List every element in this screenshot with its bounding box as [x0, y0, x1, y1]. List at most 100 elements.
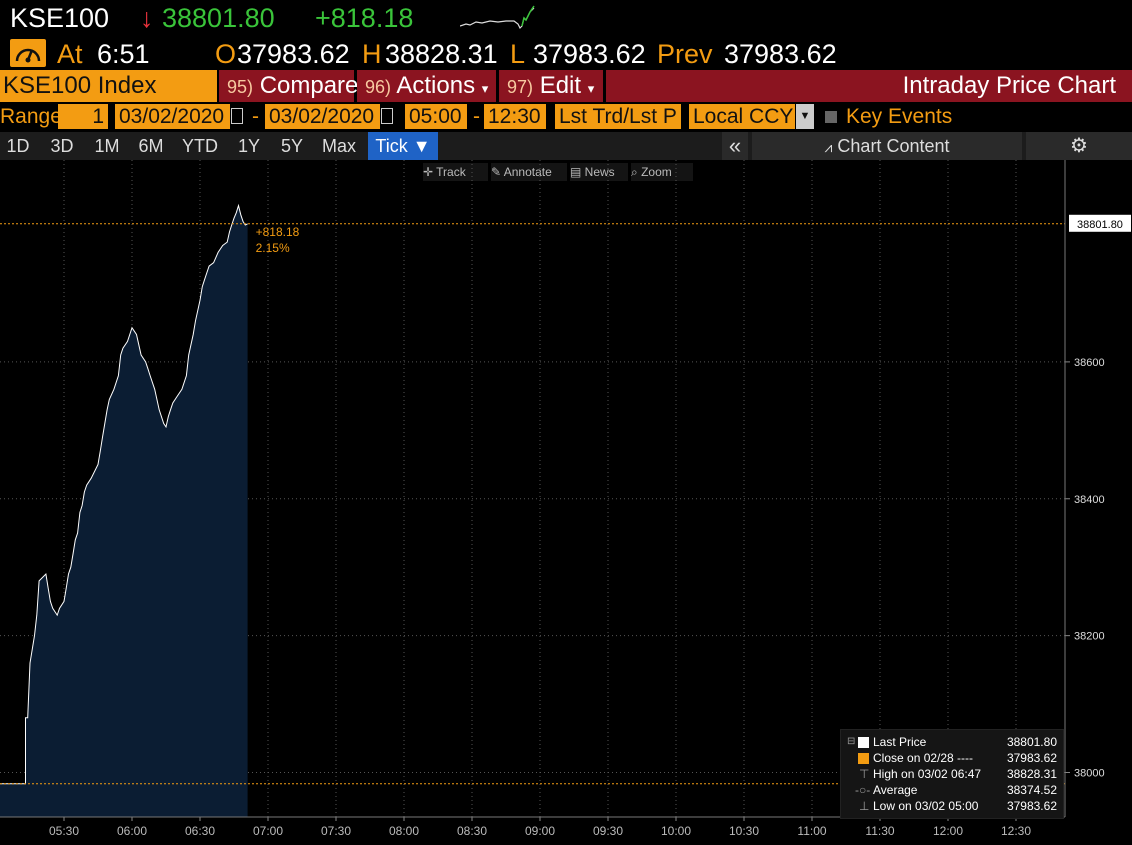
x-tick-label: 12:30: [1001, 824, 1031, 838]
news-button[interactable]: ▤ News: [570, 163, 628, 181]
low-marker-icon: ⊥: [859, 799, 870, 813]
legend-value: 37983.62: [1006, 799, 1057, 813]
tab-ytd[interactable]: YTD: [182, 136, 218, 156]
at-label: At: [57, 39, 83, 69]
high-value: 38828.31: [385, 39, 498, 69]
tab-tick[interactable]: Tick ▼: [368, 132, 438, 160]
end-date-field[interactable]: 03/02/2020: [265, 104, 380, 129]
price-line: [0, 203, 248, 785]
last-price: 38801.80: [162, 3, 275, 33]
tab-1d[interactable]: 1D: [6, 136, 30, 156]
bars-field[interactable]: 1: [58, 104, 108, 129]
track-label: Track: [436, 165, 466, 179]
gauge-icon[interactable]: [10, 39, 46, 67]
y-tick-label: 38200: [1074, 631, 1105, 643]
y-tick-label: 38000: [1074, 768, 1105, 780]
open-label: O: [215, 39, 237, 69]
last-price-tag-text: 38801.80: [1077, 219, 1123, 231]
x-tick-label: 12:00: [933, 824, 963, 838]
chevron-down-icon: ▾: [481, 81, 489, 96]
legend-swatch: [858, 753, 869, 764]
compare-button[interactable]: 95) Compare: [219, 70, 358, 102]
edit-label: 97) Edit ▾: [507, 70, 594, 105]
chart-labels: 38801.80 +818.18 2.15%: [256, 214, 1131, 255]
last-price-tag: [1069, 214, 1131, 232]
calendar-icon[interactable]: [231, 108, 243, 124]
tab-1y[interactable]: 1Y: [237, 136, 261, 156]
zoom-label: Zoom: [641, 165, 672, 179]
magnifier-icon: ⌕: [631, 165, 642, 179]
currency-field[interactable]: Local CCY: [689, 104, 795, 129]
start-time-field[interactable]: 05:00: [405, 104, 467, 129]
pencil-icon: ✎: [491, 165, 504, 179]
average-marker-icon: -○-: [855, 783, 871, 797]
tab-max[interactable]: Max: [321, 136, 356, 156]
x-tick-label: 07:30: [321, 824, 351, 838]
legend-row: Close on 02/28 ---- 37983.62: [841, 750, 1063, 766]
x-tick-label: 06:30: [185, 824, 215, 838]
legend-label: Last Price: [873, 735, 927, 749]
x-tick-label: 10:00: [661, 824, 691, 838]
date-separator: -: [252, 105, 259, 128]
period-tabs: 1D 3D 1M 6M YTD 1Y 5Y Max Tick ▼ « ⩘ Cha…: [0, 132, 1132, 160]
edit-button[interactable]: 97) Edit ▾: [499, 70, 603, 102]
x-tick-label: 05:30: [49, 824, 79, 838]
title-bar: Intraday Price Chart: [606, 70, 1132, 102]
x-tick-label: 11:00: [797, 824, 826, 838]
price-type-field[interactable]: Lst Trd/Lst P: [555, 104, 681, 129]
security-field[interactable]: KSE100 Index: [0, 70, 217, 102]
x-tick-label: 10:30: [729, 824, 759, 838]
chart-content-icon: ⩘: [824, 139, 833, 155]
legend-label: Close on 02/28 ----: [873, 751, 974, 765]
chart-content-label: Chart Content: [837, 136, 950, 156]
chevron-down-icon[interactable]: ▼: [796, 104, 814, 129]
legend-swatch: [858, 737, 869, 748]
ohlc-bar: At 6:51 O 37983.62 H 38828.31 L 37983.62…: [0, 36, 1132, 70]
gear-icon[interactable]: ⚙: [1026, 132, 1132, 160]
quote-header: KSE100 ↓ 38801.80 +818.18: [0, 0, 1132, 36]
legend-value: 37983.62: [1006, 751, 1057, 765]
collapse-icon[interactable]: ⊟: [847, 736, 856, 747]
chart-content-button[interactable]: ⩘ Chart Content: [752, 132, 1022, 160]
tab-5y[interactable]: 5Y: [280, 136, 304, 156]
quote-time: 6:51: [97, 39, 150, 69]
x-tick-label: 09:30: [593, 824, 623, 838]
price-chart[interactable]: 05:30 06:00 06:30 07:00 07:30 08:00 08:30 09:00…: [0, 160, 1132, 845]
low-label: L: [510, 39, 526, 69]
calendar-icon[interactable]: [381, 108, 393, 124]
zoom-button[interactable]: ⌕ Zoom: [631, 163, 693, 181]
high-marker-icon: ⊤: [859, 767, 870, 781]
legend-row: ⊥ Low on 03/02 05:00 37983.62: [841, 798, 1063, 814]
y-tick-label: 38400: [1074, 494, 1105, 506]
range-bar: Range 1 03/02/2020 - 03/02/2020 05:00 - …: [0, 103, 1132, 131]
tab-3d[interactable]: 3D: [50, 136, 74, 156]
time-separator: -: [473, 105, 480, 128]
legend-value: 38374.52: [1006, 783, 1057, 797]
x-tick-label: 08:30: [457, 824, 487, 838]
down-arrow-icon: ↓: [140, 3, 154, 33]
compare-number: 95): [227, 77, 254, 97]
actions-text: Actions: [396, 72, 476, 99]
x-tick-label: 07:00: [253, 824, 283, 838]
tab-6m[interactable]: 6M: [138, 136, 164, 156]
legend-label: High on 03/02 06:47: [873, 767, 982, 781]
price-area: [0, 203, 248, 817]
menu-bar: KSE100 Index 95) Compare 96) Actions ▾ 9…: [0, 70, 1132, 102]
edit-number: 97): [507, 77, 534, 97]
end-time-field[interactable]: 12:30: [484, 104, 546, 129]
key-events-checkbox[interactable]: [825, 111, 837, 123]
news-label: News: [584, 165, 615, 179]
actions-label: 96) Actions ▾: [365, 70, 488, 105]
reference-lines: [0, 223, 1065, 785]
low-value: 37983.62: [533, 39, 646, 69]
actions-button[interactable]: 96) Actions ▾: [357, 70, 496, 102]
edit-text: Edit: [539, 72, 582, 99]
tab-1m[interactable]: 1M: [94, 136, 120, 156]
collapse-icon[interactable]: «: [722, 132, 748, 160]
annotate-button[interactable]: ✎ Annotate: [491, 163, 567, 181]
legend-row: -○- Average 38374.52: [841, 782, 1063, 798]
start-date-field[interactable]: 03/02/2020: [115, 104, 230, 129]
x-tick-label: 08:00: [389, 824, 419, 838]
range-label: Range: [0, 105, 62, 128]
percent-annotation: 2.15%: [256, 241, 290, 255]
